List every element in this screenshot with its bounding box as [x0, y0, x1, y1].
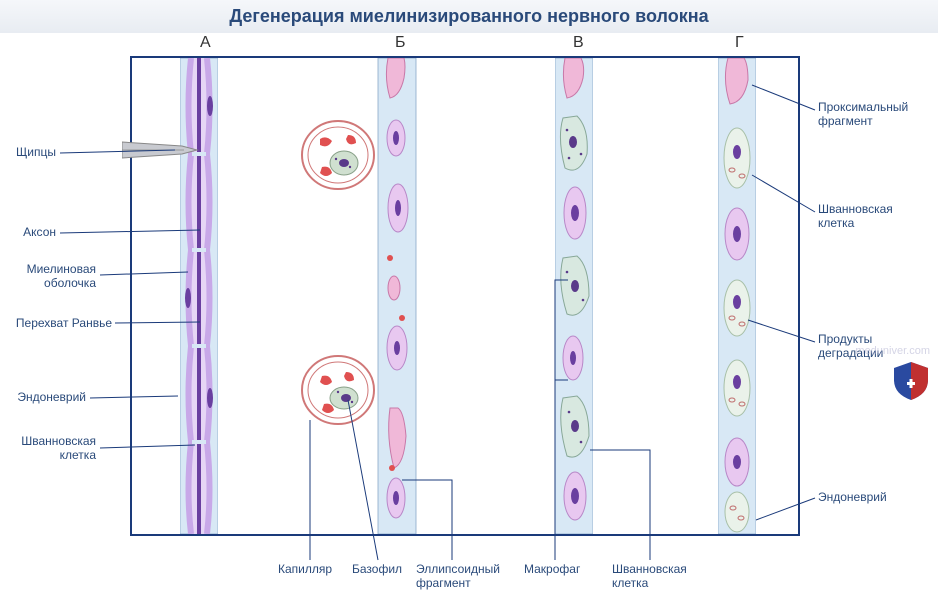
forceps-icon [122, 132, 202, 168]
column-labels: А Б В Г [0, 34, 938, 54]
label-schwann-b: Шванновская клетка [612, 562, 687, 590]
site-badge-icon [890, 360, 932, 402]
fiber-g [718, 58, 756, 534]
diagram-frame [130, 56, 800, 536]
diagram-title: Дегенерация миелинизированного нервного … [0, 0, 938, 33]
capillary-bottom [298, 350, 378, 430]
label-ranvier: Перехват Ранвье [0, 316, 112, 330]
col-v: В [573, 34, 584, 52]
col-a: А [200, 34, 211, 52]
label-ellipsoid: Эллипсоидный фрагмент [416, 562, 500, 590]
label-axon: Аксон [0, 225, 56, 239]
capillary-top [298, 115, 378, 195]
fiber-b [370, 58, 424, 534]
label-basophil: Базофил [352, 562, 402, 576]
label-schwann-r: Шванновская клетка [818, 202, 893, 230]
label-proximal: Проксимальный фрагмент [818, 100, 908, 128]
col-g: Г [735, 34, 744, 52]
label-forceps: Щипцы [0, 145, 56, 159]
label-capillary: Капилляр [278, 562, 332, 576]
label-endoneurium-l: Эндоневрий [0, 390, 86, 404]
label-schwann-l: Шванновская клетка [0, 434, 96, 462]
label-myelin: Миелиновая оболочка [0, 262, 96, 290]
label-endoneurium-r: Эндоневрий [818, 490, 887, 504]
fiber-a [180, 58, 218, 534]
label-macrophage: Макрофаг [524, 562, 580, 576]
fiber-v [555, 58, 593, 534]
watermark: meduniver.com [855, 345, 930, 357]
col-b: Б [395, 34, 406, 52]
